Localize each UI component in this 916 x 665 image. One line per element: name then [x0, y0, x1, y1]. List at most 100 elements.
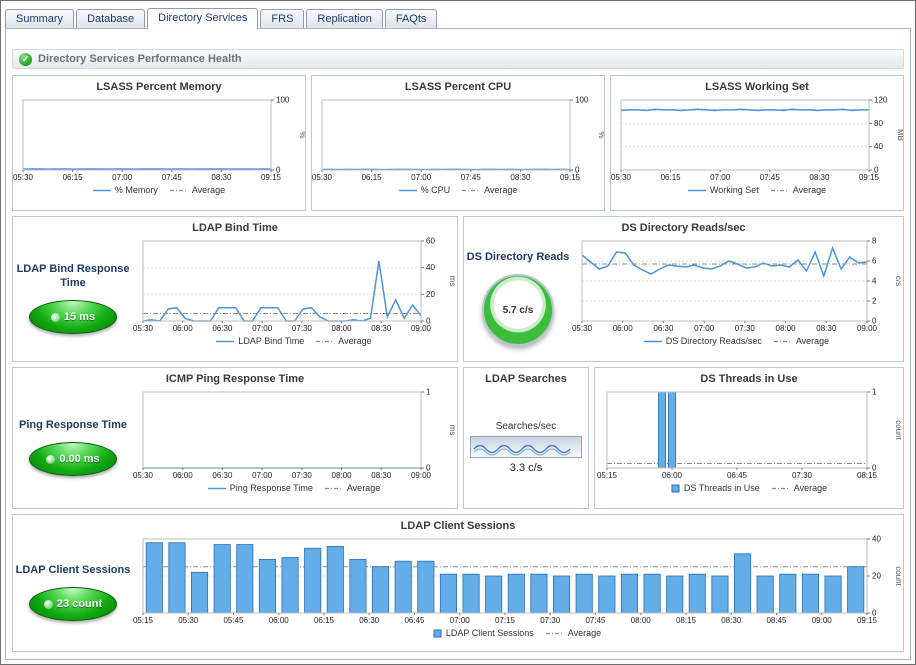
svg-text:09:15: 09:15 — [859, 173, 880, 182]
svg-text:40: 40 — [872, 535, 881, 544]
svg-text:0: 0 — [575, 166, 580, 175]
ds-directory-reads-chart: 0 2 4 6 8 05:30 06:00 06:30 07:00 07:30 08:00 08:30… — [572, 236, 903, 334]
svg-text:08:00: 08:00 — [776, 324, 797, 333]
svg-text:20: 20 — [872, 572, 881, 581]
svg-text:06:30: 06:30 — [359, 616, 380, 625]
chart-legend: LDAP Client Sessions Average — [133, 626, 901, 640]
svg-text:8: 8 — [872, 237, 877, 246]
panel-title: LDAP Searches — [485, 373, 567, 385]
svg-text:%: % — [298, 131, 305, 138]
svg-text:07:45: 07:45 — [162, 173, 183, 182]
svg-text:08:15: 08:15 — [857, 471, 878, 480]
section-title: Directory Services Performance Health — [38, 53, 242, 65]
svg-text:0: 0 — [872, 317, 877, 326]
tab-faqts[interactable]: FAQts — [384, 9, 438, 29]
svg-text:4: 4 — [872, 277, 877, 286]
svg-text:c/s: c/s — [894, 276, 901, 286]
svg-text:MB: MB — [896, 129, 903, 141]
svg-text:0: 0 — [874, 166, 879, 175]
svg-text:100: 100 — [575, 96, 589, 105]
svg-text:07:30: 07:30 — [292, 324, 313, 333]
lsass-percent-memory-chart: 0 100 05:30 06:15 07:00 07:45 08:30 09:15% — [13, 95, 307, 183]
panel-title: LSASS Percent Memory — [96, 81, 222, 93]
gauge-label: Ping Response Time — [19, 418, 127, 431]
panel-title: DS Directory Reads/sec — [621, 222, 746, 234]
tab-summary[interactable]: Summary — [5, 9, 75, 29]
svg-text:60: 60 — [426, 237, 435, 246]
svg-text:09:00: 09:00 — [411, 324, 432, 333]
svg-text:20: 20 — [426, 290, 435, 299]
tab-database[interactable]: Database — [76, 9, 146, 29]
tab-directory-services[interactable]: Directory Services — [147, 8, 259, 29]
svg-text:08:30: 08:30 — [816, 324, 837, 333]
svg-text:06:15: 06:15 — [362, 173, 383, 182]
svg-text:08:30: 08:30 — [510, 173, 531, 182]
ping-gauge: 0.00 ms — [29, 442, 117, 477]
svg-text:06:00: 06:00 — [613, 324, 634, 333]
tab-frs[interactable]: FRS — [260, 9, 305, 29]
gauge-label: LDAP Client Sessions — [15, 563, 131, 576]
svg-text:07:30: 07:30 — [540, 616, 561, 625]
svg-text:07:45: 07:45 — [461, 173, 482, 182]
svg-text:05:45: 05:45 — [223, 616, 244, 625]
svg-text:09:15: 09:15 — [857, 616, 878, 625]
svg-text:count: count — [894, 566, 901, 586]
ping-response-chart: 0 1 05:30 06:00 06:30 07:00 07:30 08:00 08:30 09:… — [133, 387, 457, 481]
lsass-percent-cpu-chart: 0 100 05:30 06:15 07:00 07:45 08:30 09:15% — [312, 95, 606, 183]
ldap-bind-time-chart: 0 20 40 60 05:30 06:00 06:30 07:00 07:30 08:00 08:… — [133, 236, 457, 334]
ds-threads-chart: 0 1 05:15 06:00 06:45 07:30 08:15 count — [597, 387, 903, 481]
sessions-gauge-box: LDAP Client Sessions 23 count — [13, 534, 133, 651]
svg-text:06:00: 06:00 — [173, 324, 194, 333]
svg-text:6: 6 — [872, 257, 877, 266]
svg-text:08:30: 08:30 — [809, 173, 830, 182]
svg-text:06:00: 06:00 — [662, 471, 683, 480]
gauge-label: DS Directory Reads — [466, 250, 570, 263]
svg-text:09:00: 09:00 — [857, 324, 878, 333]
svg-text:06:30: 06:30 — [212, 324, 233, 333]
panel-ldap-client-sessions: LDAP Client Sessions LDAP Client Session… — [12, 514, 904, 652]
svg-text:0: 0 — [276, 166, 281, 175]
svg-text:80: 80 — [874, 119, 883, 128]
svg-text:ms: ms — [448, 276, 455, 287]
svg-text:1: 1 — [426, 388, 431, 397]
svg-text:05:30: 05:30 — [13, 173, 34, 182]
svg-text:09:15: 09:15 — [261, 173, 282, 182]
svg-text:05:30: 05:30 — [572, 324, 593, 333]
chart-legend: Ping Response Time Average — [207, 483, 381, 493]
svg-text:0: 0 — [872, 464, 877, 473]
ping-gauge-box: Ping Response Time 0.00 ms — [13, 387, 133, 508]
tab-replication[interactable]: Replication — [306, 9, 383, 29]
svg-text:05:15: 05:15 — [133, 616, 154, 625]
svg-text:40: 40 — [426, 263, 435, 272]
gauge-value: 23 count — [56, 598, 103, 611]
svg-text:08:30: 08:30 — [371, 471, 392, 480]
svg-text:06:00: 06:00 — [173, 471, 194, 480]
searches-value: 3.3 c/s — [509, 462, 543, 474]
searches-label: Searches/sec — [495, 421, 557, 432]
gauge-label: LDAP Bind Response Time — [16, 262, 130, 289]
svg-text:100: 100 — [276, 96, 290, 105]
svg-text:120: 120 — [874, 96, 888, 105]
svg-text:08:30: 08:30 — [211, 173, 232, 182]
wave-sparkline-icon — [470, 436, 582, 458]
svg-text:06:45: 06:45 — [727, 471, 748, 480]
svg-text:07:00: 07:00 — [710, 173, 731, 182]
panel-lsass-working-set: LSASS Working Set 0 40 80 120 05:30 06:15 07:0… — [610, 75, 905, 211]
svg-text:09:00: 09:00 — [812, 616, 833, 625]
panel-title: ICMP Ping Response Time — [165, 373, 305, 385]
svg-text:%: % — [597, 131, 604, 138]
section-header: Directory Services Performance Health — [12, 49, 904, 69]
ldap-bind-gauge: 15 ms — [29, 300, 117, 335]
chart-legend: DS Directory Reads/sec Average — [643, 336, 830, 346]
content-frame: Directory Services Performance Health LS… — [5, 28, 911, 660]
svg-text:06:30: 06:30 — [212, 471, 233, 480]
svg-text:06:00: 06:00 — [269, 616, 290, 625]
svg-text:07:00: 07:00 — [694, 324, 715, 333]
panel-title: LSASS Working Set — [705, 81, 809, 93]
svg-text:07:30: 07:30 — [792, 471, 813, 480]
panel-title: LSASS Percent CPU — [404, 81, 512, 93]
sessions-gauge: 23 count — [29, 587, 117, 622]
gauge-value: 0.00 ms — [59, 453, 100, 466]
svg-text:06:15: 06:15 — [661, 173, 682, 182]
